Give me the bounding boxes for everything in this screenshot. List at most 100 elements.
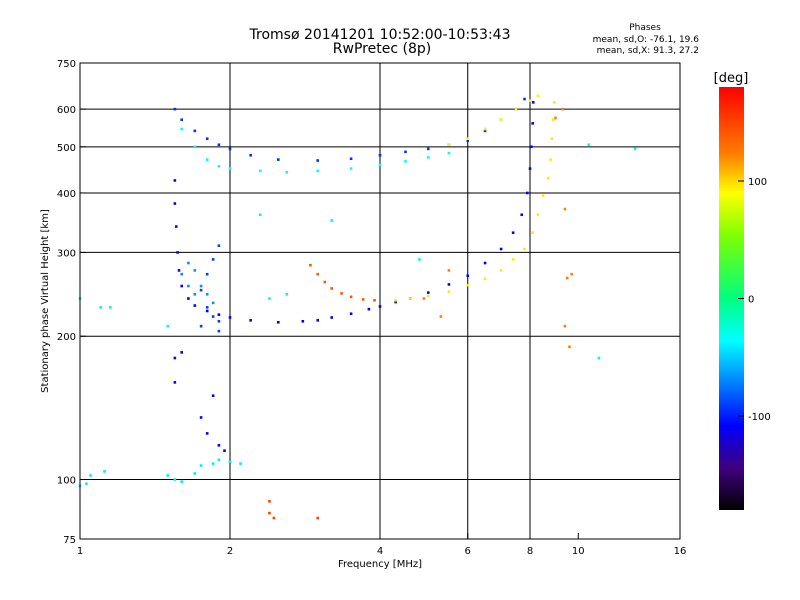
x-tick-label: 4 bbox=[377, 546, 383, 557]
echo-point bbox=[447, 143, 451, 147]
echo-point bbox=[316, 159, 320, 162]
echo-point bbox=[514, 107, 518, 111]
echo-point bbox=[193, 304, 197, 307]
echo-point bbox=[546, 176, 550, 180]
echo-point bbox=[418, 258, 421, 261]
echo-point bbox=[563, 324, 567, 328]
echo-point bbox=[173, 179, 177, 182]
y-axis-label: Stationary phase Virtual Height [km] bbox=[40, 209, 51, 393]
echo-point bbox=[217, 313, 221, 316]
y-tick-label: 200 bbox=[57, 332, 76, 343]
echo-point bbox=[536, 213, 540, 217]
echo-point bbox=[378, 163, 382, 167]
echo-point bbox=[466, 283, 470, 287]
echo-point bbox=[530, 145, 533, 149]
y-tick-label: 400 bbox=[57, 189, 76, 200]
echo-point bbox=[217, 244, 221, 247]
echo-point bbox=[316, 169, 320, 173]
echo-point bbox=[536, 94, 540, 98]
y-tick-label: 300 bbox=[57, 248, 76, 259]
echo-point bbox=[568, 345, 571, 349]
echo-point bbox=[205, 309, 209, 313]
echo-point bbox=[199, 416, 203, 419]
echo-point bbox=[180, 272, 184, 276]
echo-point bbox=[316, 272, 320, 276]
echo-point bbox=[565, 276, 569, 280]
colorbar-tick-label: 100 bbox=[748, 177, 767, 188]
echo-point bbox=[89, 474, 92, 477]
echo-point bbox=[205, 158, 209, 161]
colorbar-tick-label: -100 bbox=[748, 412, 771, 423]
echo-point bbox=[193, 145, 197, 149]
echo-point bbox=[316, 516, 320, 520]
echo-point bbox=[187, 261, 190, 265]
echo-point bbox=[285, 292, 289, 296]
echo-point bbox=[466, 139, 470, 143]
echo-point bbox=[166, 324, 170, 328]
echo-point bbox=[528, 99, 532, 102]
echo-point bbox=[199, 288, 203, 292]
y-tick-label: 100 bbox=[57, 476, 76, 487]
echo-point bbox=[217, 444, 221, 447]
stats-o-mode: mean, sd,O: -76.1, 19.6 bbox=[593, 35, 700, 45]
echo-point bbox=[541, 194, 545, 197]
echo-point bbox=[520, 213, 524, 217]
echo-point bbox=[187, 284, 190, 288]
echo-point bbox=[180, 127, 184, 131]
echo-point bbox=[108, 306, 112, 309]
echo-point bbox=[483, 261, 487, 265]
echo-point bbox=[239, 462, 242, 465]
echo-point bbox=[394, 298, 397, 302]
y-tick-label: 500 bbox=[57, 143, 76, 154]
echo-point bbox=[258, 169, 262, 173]
echo-point bbox=[199, 284, 203, 288]
echo-point bbox=[180, 480, 184, 483]
echo-point bbox=[554, 116, 557, 120]
echo-point bbox=[211, 462, 215, 465]
echo-point bbox=[268, 511, 271, 515]
echo-point bbox=[199, 324, 203, 328]
echo-point bbox=[258, 213, 262, 217]
echo-point bbox=[523, 97, 526, 101]
x-tick-label: 2 bbox=[227, 546, 233, 557]
echo-point bbox=[528, 167, 532, 170]
echo-point bbox=[217, 165, 221, 168]
echo-point bbox=[217, 458, 221, 462]
echo-point bbox=[550, 137, 554, 141]
echo-point bbox=[531, 122, 534, 125]
x-tick-label: 16 bbox=[674, 546, 687, 557]
echo-point bbox=[373, 298, 376, 302]
echo-point bbox=[268, 297, 271, 300]
x-tick-label: 10 bbox=[572, 546, 585, 557]
echo-point bbox=[408, 297, 412, 300]
stats-header: Phases bbox=[629, 23, 661, 33]
echo-point bbox=[447, 269, 451, 272]
echo-point bbox=[426, 156, 430, 159]
x-axis-ticks: 1 2 4 6 8 10 16 bbox=[77, 533, 687, 557]
echo-point bbox=[523, 247, 526, 251]
grid-lines bbox=[80, 63, 680, 539]
echo-point bbox=[193, 129, 197, 133]
echo-point bbox=[426, 291, 430, 294]
echo-point bbox=[447, 283, 451, 286]
echo-point bbox=[466, 137, 470, 141]
echo-point bbox=[180, 284, 184, 288]
echo-point bbox=[404, 150, 407, 154]
echo-point bbox=[447, 290, 451, 294]
y-axis-ticks: 75 100 200 300 400 500 600 750 bbox=[57, 59, 86, 546]
echo-point bbox=[551, 118, 555, 122]
echo-point bbox=[570, 272, 573, 276]
stats-x-mode: mean, sd,X: 91.3, 27.2 bbox=[597, 46, 699, 56]
echo-point bbox=[483, 129, 487, 133]
chart-title: Tromsø 20141201 10:52:00-10:53:43 bbox=[249, 27, 511, 43]
echo-point bbox=[426, 294, 430, 298]
echo-point bbox=[85, 482, 88, 486]
colorbar-ticks: 100 0 -100 bbox=[738, 177, 771, 423]
echo-point bbox=[323, 280, 327, 284]
echo-point bbox=[483, 277, 487, 281]
echo-point bbox=[173, 107, 177, 111]
echo-point bbox=[187, 297, 190, 300]
echo-points bbox=[78, 94, 637, 520]
echo-point bbox=[272, 516, 276, 520]
echo-point bbox=[361, 298, 365, 301]
